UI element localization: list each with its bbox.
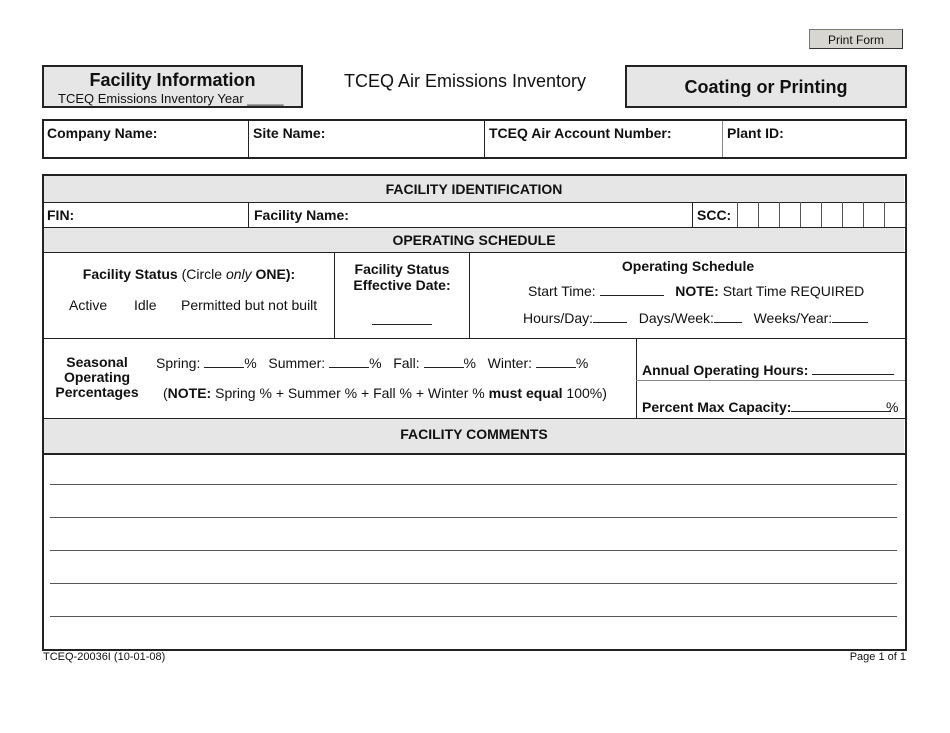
facility-table — [42, 174, 907, 651]
scc-box-divider — [842, 202, 843, 227]
scc-box-divider — [863, 202, 864, 227]
operating-schedule-header: OPERATING SCHEDULE — [44, 228, 904, 252]
status-active[interactable]: Active — [69, 297, 108, 313]
scc-digit-input[interactable] — [843, 203, 863, 226]
form-type-title: Coating or Printing — [625, 65, 907, 108]
scc-digit-input[interactable] — [864, 203, 884, 226]
scc-box-divider — [884, 202, 885, 227]
form-id: TCEQ-20036I (10-01-08) — [43, 651, 166, 663]
comment-line — [50, 550, 897, 551]
weeks-year-input[interactable] — [832, 310, 869, 323]
company-name-field[interactable]: Company Name: — [47, 125, 158, 141]
scc-digit-input[interactable] — [759, 203, 779, 226]
status-idle[interactable]: Idle — [134, 297, 157, 313]
summer-input[interactable] — [329, 355, 370, 368]
scc-box-divider — [905, 202, 906, 227]
effective-date-input[interactable] — [372, 324, 432, 325]
operating-schedule-title: Operating Schedule — [621, 258, 755, 274]
fin-field[interactable]: FIN: — [47, 207, 75, 223]
status-permitted[interactable]: Permitted but not built — [181, 297, 318, 313]
scc-box-divider — [758, 202, 759, 227]
plant-id-field[interactable]: Plant ID: — [727, 125, 784, 141]
scc-digit-input[interactable] — [738, 203, 758, 226]
scc-box-divider — [737, 202, 738, 227]
spring-input[interactable] — [204, 355, 245, 368]
page-number: Page 1 of 1 — [849, 651, 906, 663]
site-name-field[interactable]: Site Name: — [253, 125, 326, 141]
center-title: TCEQ Air Emissions Inventory — [343, 71, 587, 91]
start-time-input[interactable] — [599, 283, 664, 296]
start-time-row: Start Time: NOTE: Start Time REQUIRED — [528, 283, 865, 299]
scc-box-divider — [821, 202, 822, 227]
scc-box-divider — [800, 202, 801, 227]
fall-input[interactable] — [423, 355, 464, 368]
comment-line — [50, 583, 897, 584]
comment-line — [50, 484, 897, 485]
facility-information-title: Facility Information — [89, 70, 256, 90]
winter-input[interactable] — [535, 355, 576, 368]
seasonal-label: Seasonal Operating Percentages — [55, 354, 139, 400]
max-capacity-unit: % — [886, 399, 899, 415]
inventory-year-label[interactable]: TCEQ Emissions Inventory Year _____ — [58, 91, 284, 106]
effective-date-label: Facility Status Effective Date: — [353, 261, 451, 293]
scc-digit-input[interactable] — [885, 203, 905, 226]
comment-line — [50, 616, 897, 617]
seasonal-note: (NOTE: Spring % + Summer % + Fall % + Wi… — [163, 385, 607, 401]
hours-day-input[interactable] — [593, 310, 628, 323]
facility-comments-header: FACILITY COMMENTS — [44, 419, 904, 453]
facility-identification-header: FACILITY IDENTIFICATION — [44, 176, 904, 202]
scc-box-divider — [779, 202, 780, 227]
comment-line — [50, 517, 897, 518]
seasonal-inputs: Spring: % Summer: % Fall: % Winter: % — [156, 355, 589, 371]
scc-digit-input[interactable] — [801, 203, 821, 226]
account-number-field[interactable]: TCEQ Air Account Number: — [489, 125, 672, 141]
scc-label: SCC: — [697, 207, 732, 223]
facility-status-label: Facility Status (Circle only ONE): — [82, 266, 296, 282]
hours-row: Hours/Day: Days/Week: Weeks/Year: — [523, 310, 869, 326]
annual-hours-field[interactable]: Annual Operating Hours: — [642, 362, 895, 378]
facility-information-box: Facility Information TCEQ Emissions Inve… — [42, 65, 303, 108]
print-form-button[interactable]: Print Form — [809, 29, 903, 49]
facility-name-field[interactable]: Facility Name: — [254, 207, 349, 223]
days-week-input[interactable] — [713, 310, 742, 323]
scc-digit-input[interactable] — [822, 203, 842, 226]
company-info-row — [42, 119, 907, 159]
scc-digit-input[interactable] — [780, 203, 800, 226]
max-capacity-field[interactable]: Percent Max Capacity: — [642, 399, 892, 415]
